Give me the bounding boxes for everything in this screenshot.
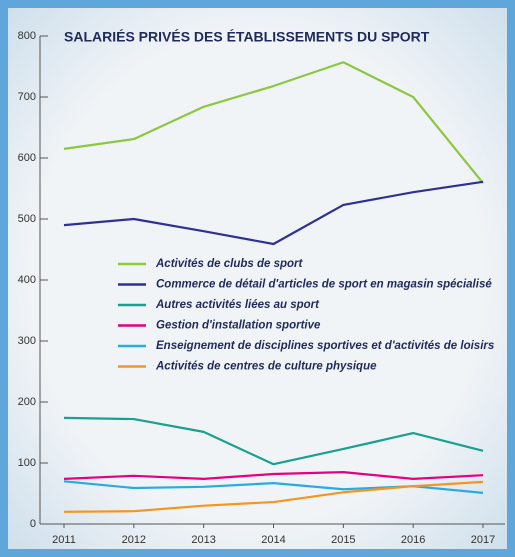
legend-label: Activités de clubs de sport [155, 258, 304, 270]
legend-label: Gestion d'installation sportive [156, 320, 321, 332]
line-series [63, 61, 484, 184]
y-tick-label: 100 [18, 457, 36, 469]
x-tick-label: 2017 [471, 534, 495, 546]
y-tick-label: 700 [18, 91, 36, 103]
y-tick-label: 400 [18, 274, 36, 286]
x-tick-label: 2012 [122, 534, 146, 546]
legend-label: Commerce de détail d'articles de sport e… [156, 279, 492, 291]
line-series [63, 416, 484, 466]
y-tick-label: 600 [18, 152, 36, 164]
x-tick-label: 2015 [331, 534, 355, 546]
x-tick-label: 2013 [191, 534, 215, 546]
x-tick-label: 2011 [52, 534, 76, 546]
line-series [63, 180, 484, 246]
line-series [63, 471, 484, 480]
y-tick-label: 300 [18, 335, 36, 347]
legend-label: Enseignement de disciplines sportives et… [156, 340, 494, 352]
y-tick-label: 500 [18, 213, 36, 225]
y-tick-label: 200 [18, 396, 36, 408]
panel [8, 8, 507, 549]
line-series [63, 480, 484, 513]
x-tick-label: 2016 [401, 534, 425, 546]
y-tick-label: 0 [30, 518, 36, 530]
chart-title: SALARIÉS PRIVÉS DES ÉTABLISSEMENTS DU SP… [64, 29, 430, 45]
legend-label: Activités de centres de culture physique [155, 361, 377, 373]
y-tick-label: 800 [18, 30, 36, 42]
legend-label: Autres activités liées au sport [155, 299, 320, 311]
x-tick-label: 2014 [261, 534, 285, 546]
